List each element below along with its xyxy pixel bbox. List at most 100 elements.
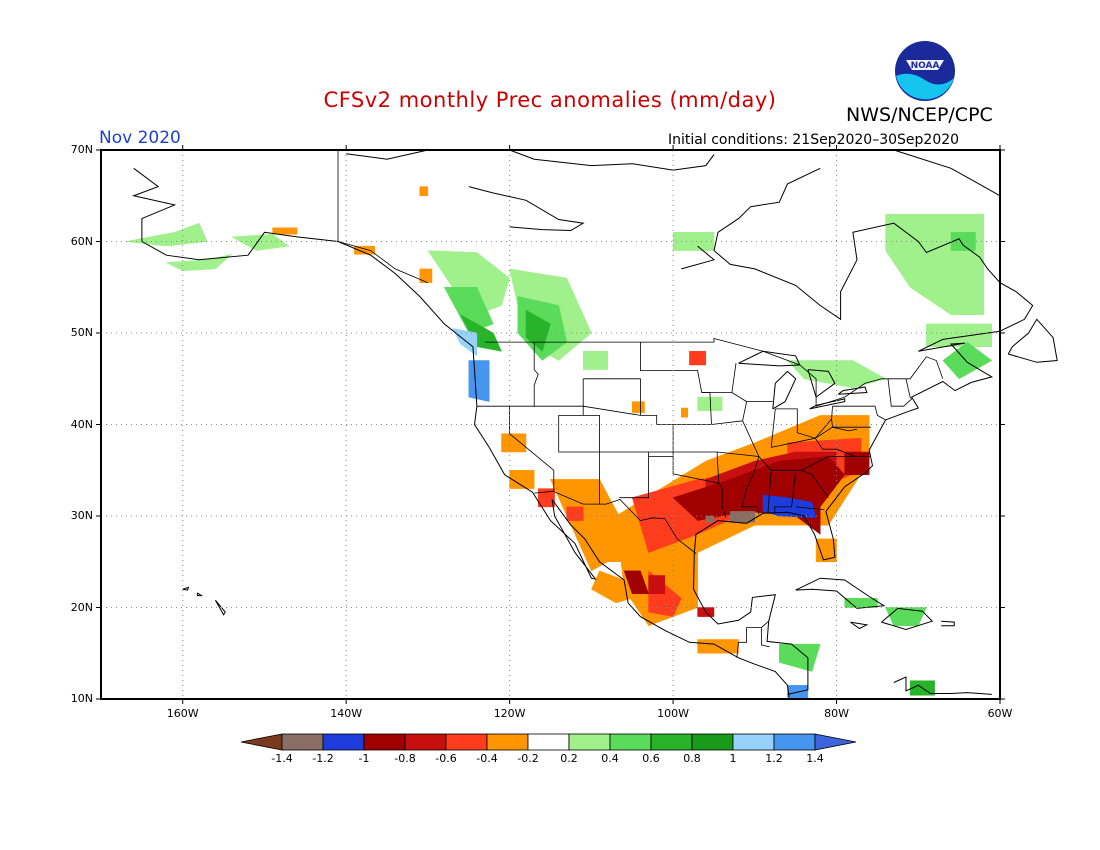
anomaly-region-pos-04 xyxy=(443,287,494,334)
lat-label: 40N xyxy=(70,417,93,431)
anomaly-region-neg-02 xyxy=(582,529,600,540)
colorbar xyxy=(240,733,857,751)
anomaly-region-pos-02 xyxy=(582,351,608,370)
anomaly-region-pos-02 xyxy=(786,360,887,389)
coastline-segment xyxy=(795,577,886,609)
coastline-segment xyxy=(893,676,992,695)
border-segment xyxy=(832,405,886,421)
anomaly-region-neg-02 xyxy=(272,227,298,235)
anomaly-region-neg-12 xyxy=(730,511,756,523)
anomaly-region-pos-04 xyxy=(950,232,976,251)
border-segment xyxy=(533,342,539,407)
anomaly-region-neg-02 xyxy=(631,401,645,413)
anomaly-region-pos-12 xyxy=(468,360,490,402)
coastline-segment xyxy=(196,592,204,597)
coastline-segment xyxy=(509,149,715,171)
noaa-logo-icon: NOAA xyxy=(895,41,955,101)
anomaly-region-pos-02 xyxy=(125,222,208,247)
coastline-segment xyxy=(182,586,190,591)
border-segment xyxy=(767,470,772,514)
lat-label: 50N xyxy=(70,326,93,339)
lon-label: 140W xyxy=(330,707,363,720)
colorbar-label: -1.2 xyxy=(312,752,334,765)
colorbar-arrow-low xyxy=(240,733,283,751)
border-segment xyxy=(599,451,727,518)
coastline-segment xyxy=(941,620,955,627)
border-segment xyxy=(887,378,912,407)
colorbar-swatch xyxy=(486,733,529,751)
anomaly-region-pos-02 xyxy=(697,396,723,412)
lon-label: 80W xyxy=(824,707,849,720)
map-frame xyxy=(100,149,1001,700)
border-segment xyxy=(337,241,429,284)
border-segment xyxy=(736,620,769,658)
anomaly-region-neg-08 xyxy=(623,570,649,595)
anomaly-region-neg-02 xyxy=(591,570,633,604)
lat-label: 10N xyxy=(70,692,93,705)
border-segment xyxy=(905,378,912,400)
border-segment xyxy=(476,342,712,425)
coastline-segment xyxy=(692,330,1001,695)
colorbar-swatch xyxy=(445,733,488,751)
anomaly-region-neg-02 xyxy=(419,268,433,283)
coastline-segment xyxy=(738,350,801,367)
colorbar-arrow-high xyxy=(814,733,857,751)
colorbar-label: -0.2 xyxy=(517,752,539,765)
anomaly-cells xyxy=(125,186,993,699)
lon-label: 160W xyxy=(166,707,199,720)
colorbar-swatch xyxy=(609,733,652,751)
colorbar-label: -1 xyxy=(358,752,370,765)
coastline-segment xyxy=(681,245,716,270)
colorbar-label: 0.4 xyxy=(601,752,619,765)
border-segment xyxy=(771,437,816,448)
colorbar-swatch xyxy=(404,733,447,751)
lat-label: 70N xyxy=(70,143,93,156)
border-segment xyxy=(814,426,858,457)
initial-conditions: Initial conditions: 21Sep2020–30Sep2020 xyxy=(668,132,960,148)
anomaly-region-neg-12 xyxy=(705,515,715,523)
border-segment xyxy=(558,378,600,453)
anomaly-region-neg-02 xyxy=(501,433,527,453)
border-segment xyxy=(701,392,748,421)
border-segment xyxy=(761,627,770,648)
colorbar-label: -0.4 xyxy=(476,752,498,765)
colorbar-label: 0.8 xyxy=(683,752,701,765)
coastline-segment xyxy=(713,222,964,321)
colorbar-label: 0.6 xyxy=(642,752,660,765)
anomaly-region-neg-02 xyxy=(419,186,429,197)
colorbar-swatch xyxy=(732,733,775,751)
colorbar-label: 1 xyxy=(729,752,737,765)
coastlines xyxy=(131,149,1058,698)
anomaly-region-neg-02 xyxy=(607,547,625,563)
colorbar-swatch xyxy=(363,733,406,751)
anomaly-region-neg-06 xyxy=(648,575,666,595)
lon-label: 120W xyxy=(493,707,526,720)
anomaly-region-neg-04 xyxy=(566,506,584,521)
colorbar-swatch xyxy=(568,733,611,751)
colorbar-swatch xyxy=(691,733,734,751)
lat-label: 30N xyxy=(70,509,93,522)
border-segment xyxy=(775,406,833,439)
colorbar-swatch xyxy=(281,733,324,751)
anomaly-region-neg-02 xyxy=(509,470,535,489)
anomaly-region-pos-04 xyxy=(844,598,878,608)
coastline-segment xyxy=(962,244,1034,332)
coastline-segment xyxy=(468,186,585,232)
anomaly-region-pos-02 xyxy=(926,323,993,347)
border-segment xyxy=(485,337,944,407)
border-segment xyxy=(534,490,697,554)
anomaly-region-pos-02 xyxy=(672,232,715,251)
anomaly-region-neg-10 xyxy=(762,494,817,519)
coastline-segment xyxy=(131,167,790,698)
colorbar-swatch xyxy=(322,733,365,751)
coastline-segment xyxy=(214,599,226,616)
border-segment xyxy=(773,470,797,514)
colorbar-label: 1.4 xyxy=(806,752,824,765)
map-title: CFSv2 monthly Prec anomalies (mm/day) xyxy=(323,88,777,112)
anomaly-region-pos-04 xyxy=(779,643,821,672)
coastline-segment xyxy=(807,369,836,398)
coastline-segment xyxy=(881,607,934,631)
anomaly-region-pos-04 xyxy=(942,341,993,380)
